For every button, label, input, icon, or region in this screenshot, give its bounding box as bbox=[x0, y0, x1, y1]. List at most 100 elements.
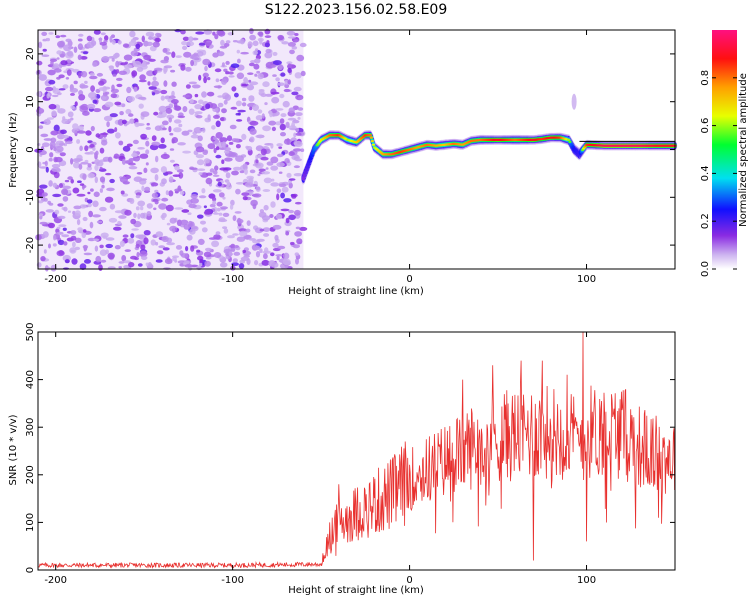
noise-blob bbox=[42, 48, 47, 52]
noise-blob bbox=[189, 56, 198, 59]
noise-blob bbox=[145, 162, 149, 166]
noise-blob bbox=[205, 247, 212, 252]
noise-blob bbox=[177, 115, 186, 119]
noise-blob bbox=[135, 234, 144, 239]
noise-blob bbox=[46, 93, 50, 99]
noise-blob bbox=[155, 155, 159, 163]
noise-blob bbox=[95, 255, 102, 263]
noise-blob bbox=[175, 55, 182, 58]
noise-blob bbox=[98, 264, 103, 271]
noise-blob bbox=[104, 196, 114, 203]
noise-blob bbox=[135, 243, 140, 249]
noise-blob bbox=[274, 234, 279, 241]
noise-blob bbox=[140, 133, 148, 140]
noise-blob bbox=[101, 139, 108, 146]
noise-blob bbox=[151, 192, 158, 198]
noise-blob bbox=[211, 240, 220, 248]
noise-blob bbox=[205, 103, 211, 110]
noise-blob bbox=[216, 201, 223, 207]
ridge-core bbox=[567, 138, 571, 141]
noise-blob bbox=[63, 44, 72, 52]
noise-blob bbox=[99, 249, 107, 256]
noise-blob bbox=[188, 108, 195, 115]
noise-blob bbox=[89, 143, 95, 148]
noise-blob bbox=[231, 262, 239, 266]
noise-blob bbox=[163, 65, 173, 69]
noise-blob bbox=[216, 51, 225, 57]
x-tick-label: 100 bbox=[577, 274, 596, 285]
noise-blob bbox=[226, 135, 233, 142]
noise-blob bbox=[201, 188, 206, 194]
noise-blob bbox=[85, 130, 92, 136]
noise-blob bbox=[283, 198, 292, 203]
noise-blob bbox=[264, 247, 269, 254]
noise-blob bbox=[147, 262, 152, 268]
noise-blob bbox=[70, 105, 75, 109]
noise-blob bbox=[287, 36, 296, 39]
noise-blob bbox=[114, 210, 124, 214]
noise-blob bbox=[115, 132, 121, 139]
noise-blob bbox=[227, 235, 235, 239]
noise-blob bbox=[43, 119, 51, 125]
noise-blob bbox=[139, 250, 148, 258]
noise-blob bbox=[249, 27, 254, 35]
noise-blob bbox=[293, 132, 297, 138]
noise-blob bbox=[73, 46, 78, 53]
noise-blob bbox=[57, 108, 66, 114]
noise-blob bbox=[229, 204, 234, 210]
noise-blob bbox=[297, 96, 303, 100]
noise-blob bbox=[190, 197, 200, 204]
noise-blob bbox=[62, 185, 71, 190]
noise-blob bbox=[114, 245, 121, 250]
noise-blob bbox=[248, 79, 252, 83]
noise-blob bbox=[219, 137, 228, 143]
noise-blob bbox=[36, 60, 43, 66]
noise-blob bbox=[101, 96, 107, 100]
noise-blob bbox=[291, 194, 297, 199]
noise-blob bbox=[199, 258, 204, 264]
noise-blob bbox=[76, 139, 81, 144]
noise-blob bbox=[293, 165, 300, 169]
noise-blob bbox=[228, 251, 233, 257]
noise-blob bbox=[157, 113, 164, 119]
noise-blob bbox=[196, 249, 201, 253]
noise-blob bbox=[257, 173, 261, 177]
noise-blob bbox=[254, 245, 261, 251]
noise-blob bbox=[114, 127, 118, 133]
noise-blob bbox=[121, 119, 127, 125]
spectrogram-y-label: Frequency (Hz) bbox=[8, 112, 19, 188]
noise-blob bbox=[255, 251, 261, 258]
noise-blob bbox=[235, 144, 241, 149]
noise-blob bbox=[141, 255, 148, 260]
noise-blob bbox=[115, 69, 120, 74]
noise-blob bbox=[72, 241, 76, 248]
noise-blob bbox=[104, 101, 114, 108]
noise-blob bbox=[118, 70, 128, 76]
noise-blob bbox=[293, 86, 302, 92]
noise-blob bbox=[202, 149, 208, 155]
noise-blob bbox=[111, 84, 115, 91]
noise-blob bbox=[151, 92, 156, 96]
noise-blob bbox=[101, 184, 105, 189]
noise-blob bbox=[43, 138, 53, 141]
noise-blob bbox=[58, 250, 64, 256]
noise-blob bbox=[95, 150, 99, 156]
noise-blob bbox=[131, 228, 139, 231]
noise-blob bbox=[132, 139, 139, 145]
noise-blob bbox=[87, 202, 92, 208]
noise-blob bbox=[262, 189, 271, 192]
noise-blob bbox=[225, 60, 230, 65]
noise-blob bbox=[224, 157, 233, 162]
noise-blob bbox=[173, 127, 182, 133]
noise-blob bbox=[288, 151, 295, 157]
noise-blob bbox=[121, 158, 126, 165]
noise-blob bbox=[183, 224, 191, 230]
noise-blob bbox=[51, 167, 61, 173]
noise-blob bbox=[277, 34, 285, 41]
noise-blob bbox=[242, 163, 248, 170]
noise-blob bbox=[57, 239, 65, 246]
noise-blob bbox=[275, 108, 284, 111]
noise-blob bbox=[277, 153, 284, 158]
noise-blob bbox=[254, 260, 259, 266]
noise-blob bbox=[209, 168, 215, 173]
